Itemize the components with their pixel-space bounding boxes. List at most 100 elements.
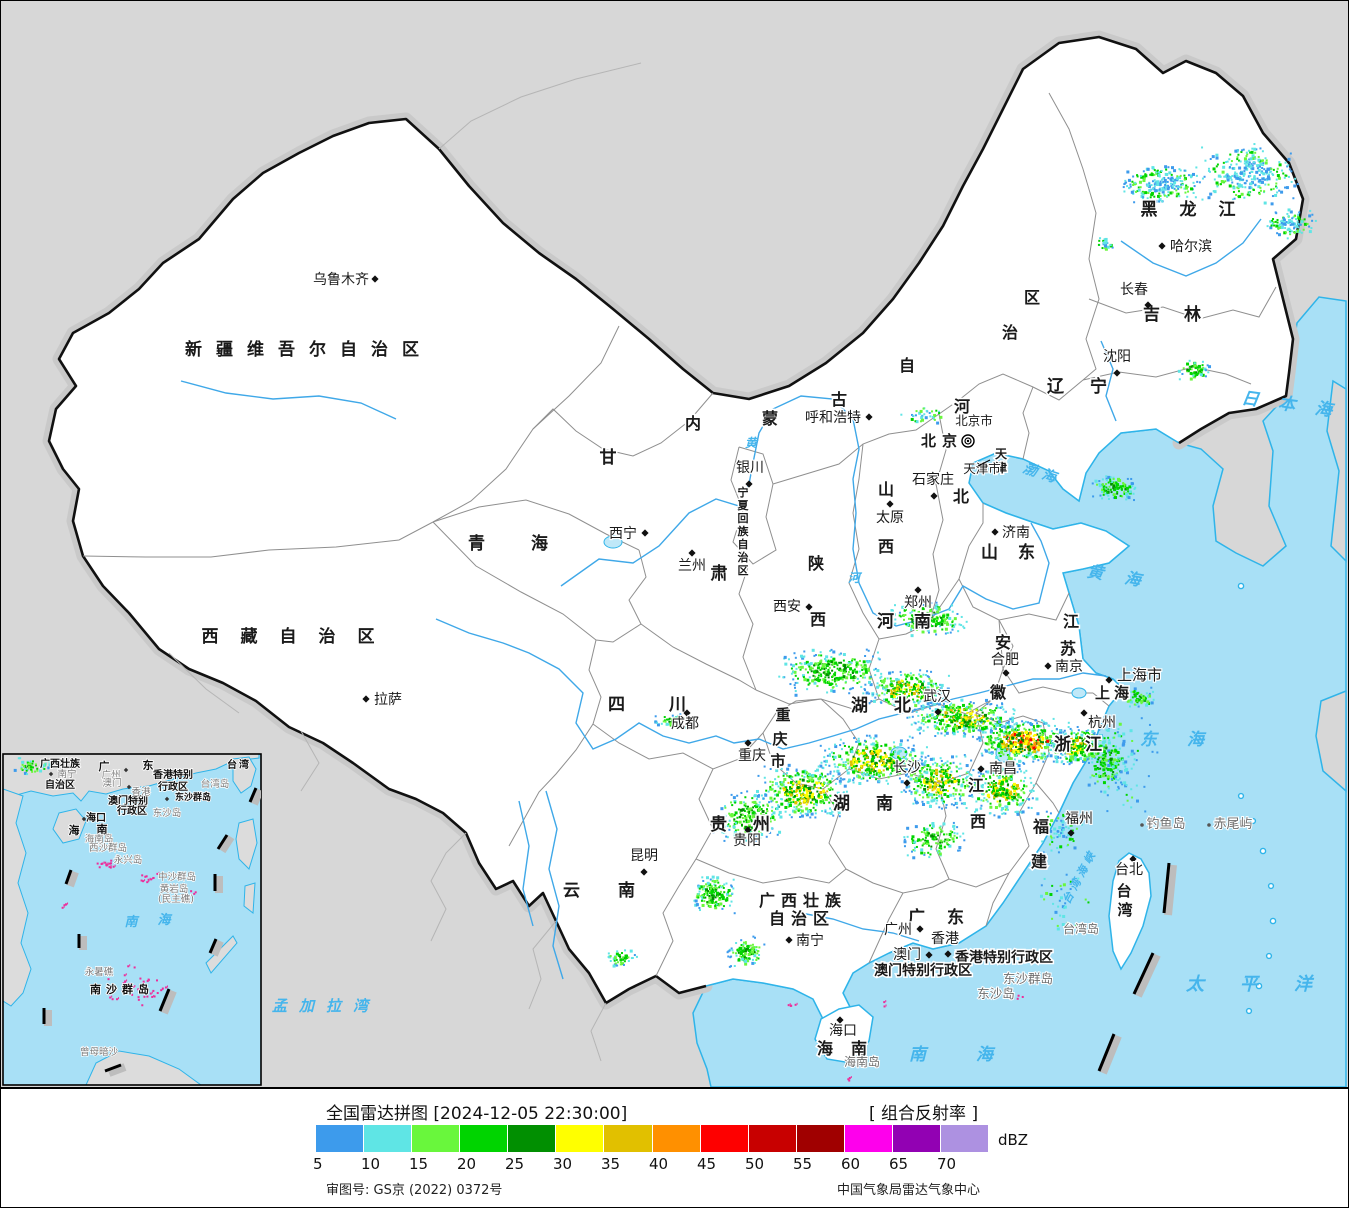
city-marker	[925, 951, 933, 959]
map-label: 澳门特别	[108, 794, 148, 807]
map-label: 贵州	[710, 814, 796, 835]
legend-product: [ 组合反射率 ]	[869, 1104, 979, 1124]
map-label: 台北	[1115, 862, 1143, 878]
map-label: 广东	[908, 907, 986, 928]
city-marker	[744, 739, 752, 747]
map-label: 自	[899, 356, 915, 375]
map-label: 香港	[131, 786, 151, 798]
dbz-tick-40: 40	[649, 1155, 669, 1173]
map-label: 香港特别	[153, 768, 193, 781]
city-marker	[126, 784, 132, 790]
map-label: 台	[1116, 882, 1131, 900]
map-label: 上海市	[1117, 666, 1162, 684]
city-marker	[371, 275, 379, 283]
radar-echo-layer	[1, 1, 1348, 1087]
inset-labels: 广西壮族自治区广 东香港特别行政区澳门特别行政区台湾海 南海口东沙群岛南沙群岛南宁广…	[39, 756, 261, 1077]
map-label: 香港	[931, 931, 959, 947]
map-label: 南沙群岛	[90, 982, 154, 996]
map-label: 西宁	[609, 525, 637, 542]
map-label: 海	[69, 823, 80, 837]
dbz-tick-50: 50	[745, 1155, 765, 1173]
map-label: 西	[810, 610, 826, 629]
map-label: 新疆维吾尔自治区	[185, 339, 433, 360]
city-marker	[745, 480, 753, 488]
map-label: 广西壮族	[40, 757, 81, 770]
map-label: 宁	[738, 485, 749, 499]
island-dot-marker	[1140, 823, 1144, 827]
map-label: 武汉	[923, 689, 951, 705]
map-label: 南海	[909, 1045, 1043, 1065]
map-label: 甘	[600, 447, 617, 468]
dash-shadow	[250, 788, 261, 806]
map-label: 山东	[981, 542, 1055, 563]
dbz-tick-35: 35	[601, 1155, 621, 1173]
map-label: 沈阳	[1103, 349, 1131, 365]
dbz-swatch-15	[412, 1125, 460, 1152]
dbz-swatch-35	[604, 1125, 652, 1152]
city-marker	[1080, 709, 1088, 717]
dbz-swatch-40	[652, 1125, 700, 1152]
boundary-dash	[248, 787, 258, 803]
dbz-swatch-20	[460, 1125, 508, 1152]
map-label: 台湾岛	[1063, 921, 1099, 936]
credit-label: 中国气象局雷达气象中心	[837, 1183, 981, 1198]
dbz-tick-60: 60	[841, 1155, 861, 1173]
map-label: 澳门	[102, 777, 121, 789]
map-label: 广	[99, 759, 110, 773]
map-label: 庆	[772, 730, 787, 748]
map-label: 西沙群岛	[89, 842, 127, 854]
dash-shadow	[160, 989, 177, 1015]
map-label: 哈尔滨	[1170, 239, 1212, 255]
map-label: 赤尾屿	[1213, 817, 1252, 832]
map-label: 呼和浩特	[805, 410, 861, 426]
map-label: 区	[738, 564, 749, 577]
map-label: 中沙群岛	[158, 871, 196, 883]
map-label: 广西壮族	[759, 891, 847, 910]
map-label: 安	[995, 633, 1011, 652]
city-marker	[1044, 662, 1052, 670]
city-marker	[991, 528, 999, 536]
china-radar-map: 新疆维吾尔自治区 西藏自治区 青海甘肃内蒙古自治区黑龙江 吉林 辽宁河北山西山东 河南安徽…	[1, 1, 1348, 1089]
map-label: 台湾岛	[201, 778, 230, 790]
map-label: 行政区	[157, 780, 188, 793]
city-marker	[1129, 855, 1137, 863]
map-label: 南	[124, 914, 139, 930]
map-label: 吉林	[1143, 304, 1225, 325]
dbz-swatch-55	[796, 1125, 844, 1152]
dbz-tick-45: 45	[697, 1155, 717, 1173]
city-marker	[362, 695, 370, 703]
map-label: 北	[953, 487, 969, 506]
map-label: 广州	[884, 922, 912, 938]
island-dot-marker	[1207, 823, 1211, 827]
map-label: 徽	[989, 683, 1007, 702]
legend-title: 全国雷达拼图 [2024-12-05 22:30:00]	[326, 1104, 628, 1124]
dbz-tick-20: 20	[457, 1155, 477, 1173]
dbz-swatch-10	[364, 1125, 412, 1152]
map-label: 昆明	[630, 848, 658, 864]
map-label: 重庆	[738, 748, 766, 764]
city-marker	[688, 549, 696, 557]
city-marker	[641, 529, 649, 537]
map-label: 治	[738, 550, 749, 564]
map-label: 湖南	[833, 793, 919, 814]
map-label: 古	[831, 390, 847, 409]
map-label: 石家庄	[912, 471, 954, 488]
city-marker	[683, 709, 691, 717]
city-marker	[916, 925, 924, 933]
dbz-swatch-70	[941, 1125, 989, 1152]
dash-shadow	[1099, 1034, 1122, 1075]
map-label: 重	[775, 706, 790, 724]
map-label: 永暑礁	[85, 966, 114, 978]
map-label: 长沙	[893, 760, 921, 776]
map-label: 福州	[1065, 811, 1093, 827]
map-label: 天津市	[963, 461, 1001, 476]
map-label: 津	[995, 460, 1007, 475]
map-label: 自治区	[45, 778, 75, 791]
dbz-tick-15: 15	[409, 1155, 429, 1173]
city-marker	[744, 826, 752, 834]
map-label: 黄	[745, 436, 759, 450]
map-label: 浙江	[1054, 734, 1116, 755]
city-marker	[930, 492, 938, 500]
dbz-tick-30: 30	[553, 1155, 573, 1173]
